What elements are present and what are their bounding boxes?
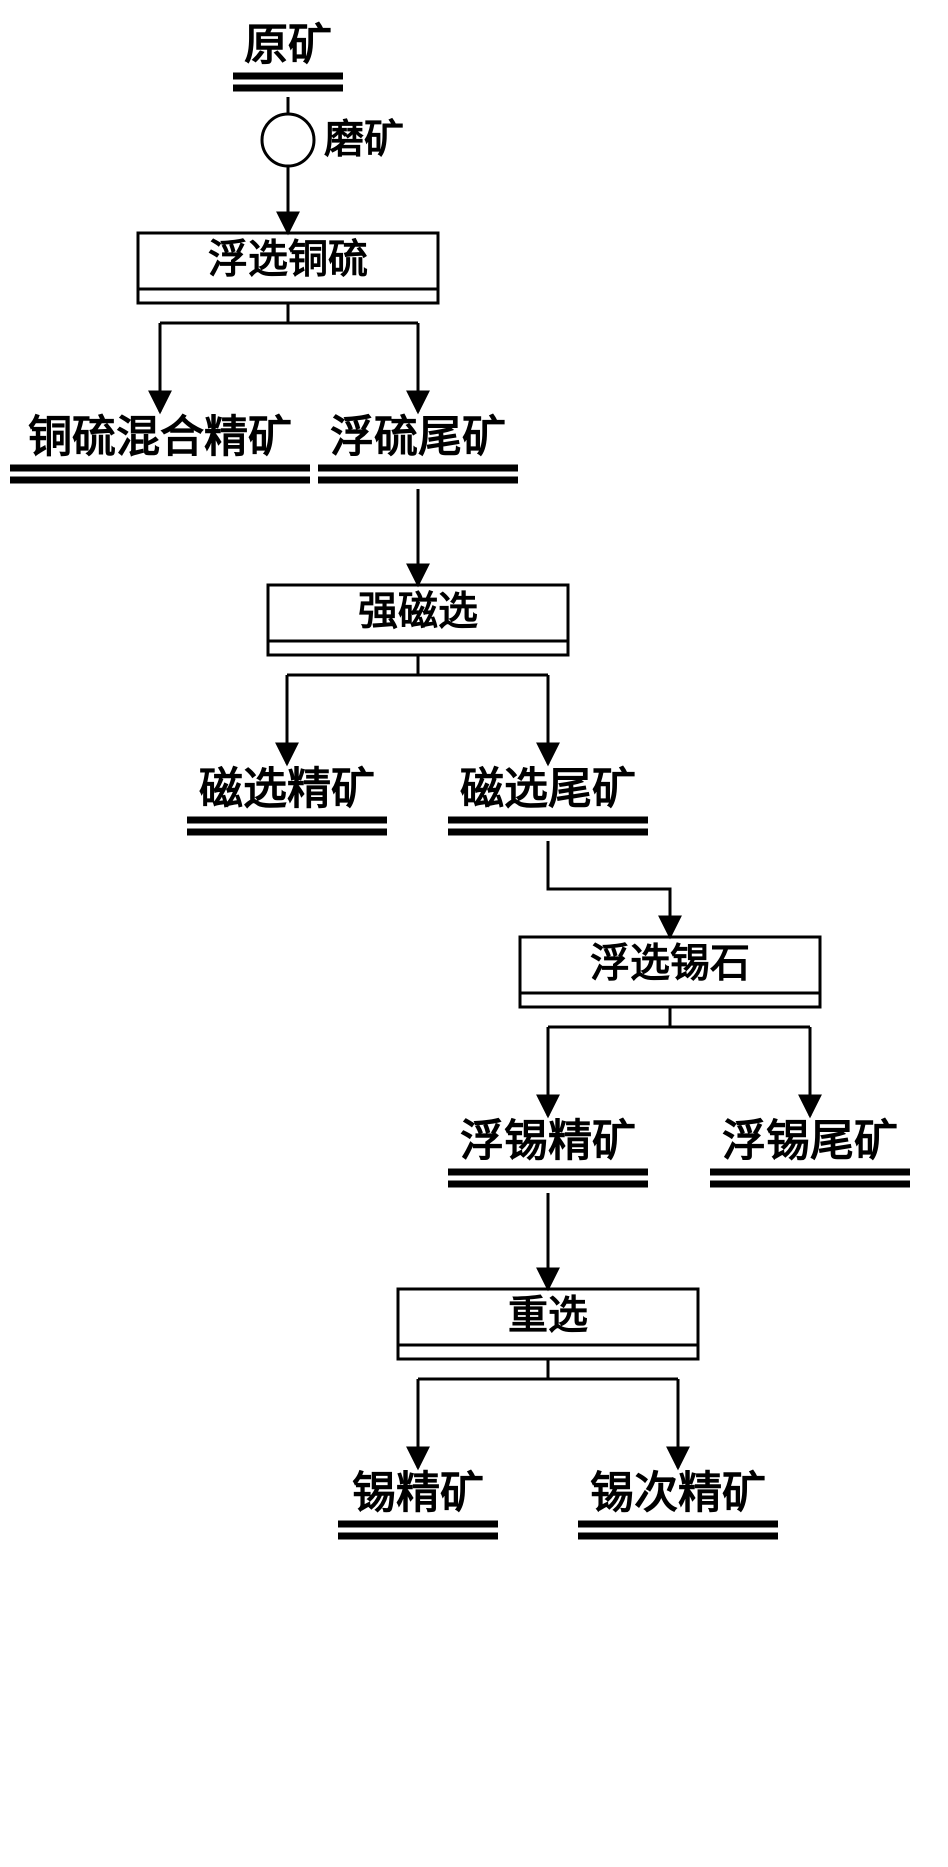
flot_cu_s-label: 浮选铜硫 (208, 238, 368, 282)
mag_conc-label: 磁选精矿 (199, 765, 375, 814)
flot_s_tail-label: 浮硫尾矿 (330, 413, 506, 462)
flot_sn_tail-label: 浮锡尾矿 (722, 1117, 898, 1166)
cu_s_conc-label: 铜硫混合精矿 (28, 413, 292, 462)
sn_sub_conc-label: 锡次精矿 (590, 1469, 766, 1518)
flot_sn-label: 浮选锡石 (590, 942, 750, 986)
strong_mag-label: 强磁选 (358, 590, 478, 634)
gravity-label: 重选 (508, 1294, 588, 1338)
sn_conc-label: 锡精矿 (352, 1469, 484, 1518)
grinding-label: 磨矿 (324, 118, 404, 162)
grinding-op-icon (262, 114, 314, 166)
mag_tail-label: 磁选尾矿 (460, 765, 636, 814)
flot_sn_conc-label: 浮锡精矿 (460, 1117, 636, 1166)
raw_ore-label: 原矿 (244, 21, 332, 70)
